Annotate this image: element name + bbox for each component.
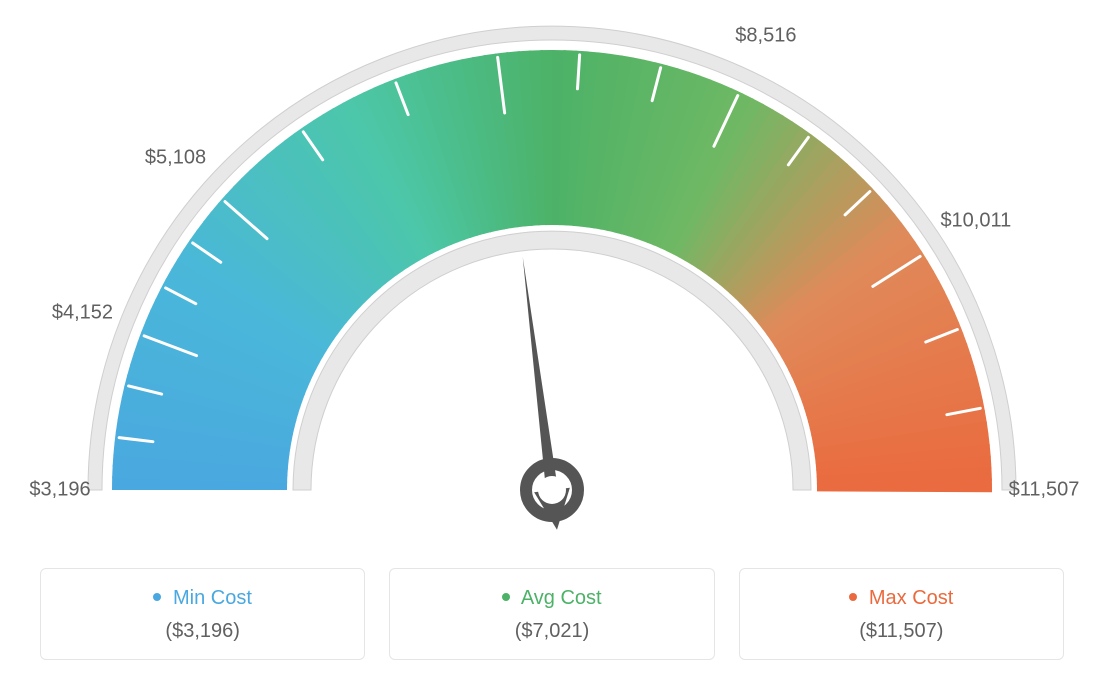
gauge-tick-label: $5,108 [145,146,206,169]
gauge-chart: $3,196 $4,152 $5,108 $7,021 $8,516 $10,011 $11… [0,0,1104,540]
legend-title-text: Min Cost [173,587,252,609]
gauge-tick-label: $4,152 [52,301,113,324]
legend-card-max: Max Cost ($11,507) [739,568,1064,660]
gauge-tick-label: $8,516 [735,24,796,47]
legend-title-avg: Avg Cost [400,587,703,610]
legend-title-text: Avg Cost [521,587,602,609]
legend-card-avg: Avg Cost ($7,021) [389,568,714,660]
legend-value-avg: ($7,021) [400,620,703,643]
legend-row: Min Cost ($3,196) Avg Cost ($7,021) Max … [40,568,1064,660]
gauge-tick-label: $7,021 [459,0,520,3]
legend-title-max: Max Cost [750,587,1053,610]
gauge-tick-label: $3,196 [29,479,90,502]
legend-value-min: ($3,196) [51,620,354,643]
cost-gauge-container: $3,196 $4,152 $5,108 $7,021 $8,516 $10,011 $11… [0,0,1104,690]
legend-title-text: Max Cost [869,587,953,609]
gauge-tick-label: $10,011 [940,210,1011,233]
legend-title-min: Min Cost [51,587,354,610]
legend-card-min: Min Cost ($3,196) [40,568,365,660]
dot-icon [849,593,857,601]
dot-icon [502,593,510,601]
dot-icon [153,593,161,601]
legend-value-max: ($11,507) [750,620,1053,643]
gauge-tick-label: $11,507 [1009,479,1080,502]
